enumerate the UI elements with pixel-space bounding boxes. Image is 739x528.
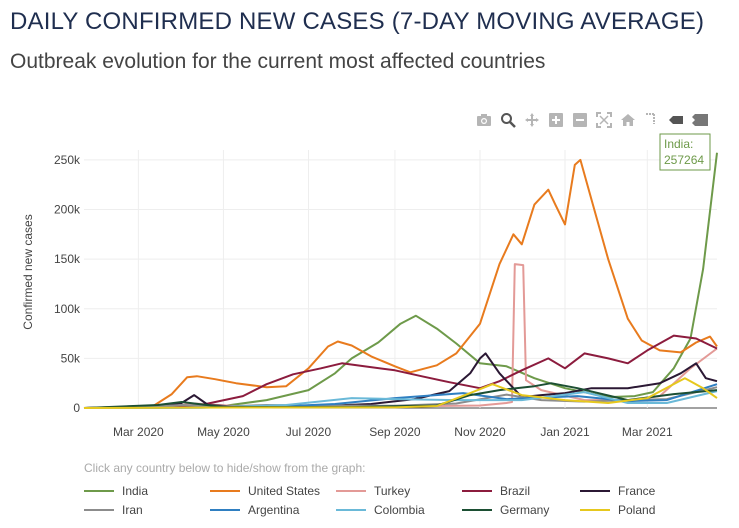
legend-swatch xyxy=(84,509,114,511)
home-icon[interactable] xyxy=(618,110,638,130)
legend-item-poland[interactable]: Poland xyxy=(580,501,655,519)
legend-label: Brazil xyxy=(500,484,531,498)
series-line-united-states[interactable] xyxy=(83,158,718,409)
legend-label: United States xyxy=(248,484,321,498)
chart-axes: 0 50k 100k 150k 200k 250k Mar 2020 May 2020 Jul … xyxy=(54,153,673,439)
legend-item-france[interactable]: France xyxy=(580,482,655,500)
chart-lines xyxy=(83,152,718,409)
series-line-india[interactable] xyxy=(83,152,718,409)
chart-legend: India United States Turkey Brazil France Iran… xyxy=(84,482,739,522)
legend-item-iran[interactable]: Iran xyxy=(84,501,143,519)
hover-label: India: 257264 xyxy=(659,133,711,171)
legend-hint: Click any country below to hide/show fro… xyxy=(84,461,366,475)
legend-swatch xyxy=(580,490,610,492)
camera-icon[interactable] xyxy=(474,110,494,130)
legend-label: Poland xyxy=(618,503,656,517)
legend-swatch xyxy=(210,509,240,511)
legend-swatch xyxy=(336,490,366,492)
x-tick-label: Sep 2020 xyxy=(369,425,421,439)
legend-item-brazil[interactable]: Brazil xyxy=(462,482,530,500)
legend-swatch xyxy=(580,509,610,511)
y-tick-label: 200k xyxy=(54,203,81,217)
series-line-germany[interactable] xyxy=(83,382,718,409)
y-tick-label: 50k xyxy=(61,351,81,365)
legend-item-india[interactable]: India xyxy=(84,482,148,500)
legend-item-united-states[interactable]: United States xyxy=(210,482,320,500)
y-axis-label: Confirmed new cases xyxy=(21,214,35,329)
legend-label: India xyxy=(122,484,149,498)
page-title: DAILY CONFIRMED NEW CASES (7-DAY MOVING … xyxy=(10,8,705,35)
legend-label: Germany xyxy=(500,503,550,517)
legend-item-argentina[interactable]: Argentina xyxy=(210,501,299,519)
hover-label-box xyxy=(659,133,711,171)
legend-label: Argentina xyxy=(248,503,300,517)
y-tick-label: 100k xyxy=(54,302,81,316)
x-tick-label: May 2020 xyxy=(197,425,250,439)
x-tick-label: Jul 2020 xyxy=(286,425,332,439)
y-tick-label: 150k xyxy=(54,252,81,266)
spike-lines-icon[interactable] xyxy=(642,110,662,130)
x-tick-label: Jan 2021 xyxy=(540,425,590,439)
x-tick-label: Mar 2021 xyxy=(622,425,673,439)
x-tick-label: Nov 2020 xyxy=(454,425,506,439)
series-line-brazil[interactable] xyxy=(83,334,718,409)
autoscale-icon[interactable] xyxy=(594,110,614,130)
chart-modebar xyxy=(474,110,714,130)
legend-swatch xyxy=(336,509,366,511)
y-tick-label: 0 xyxy=(73,401,80,415)
hover-closest-icon[interactable] xyxy=(666,110,686,130)
zoom-icon[interactable] xyxy=(498,110,518,130)
hover-country: India: xyxy=(664,137,693,151)
legend-swatch xyxy=(210,490,240,492)
legend-swatch xyxy=(462,490,492,492)
legend-item-germany[interactable]: Germany xyxy=(462,501,549,519)
x-tick-label: Mar 2020 xyxy=(113,425,164,439)
legend-label: Colombia xyxy=(374,503,425,517)
legend-swatch xyxy=(462,509,492,511)
legend-label: France xyxy=(618,484,656,498)
hover-compare-icon[interactable] xyxy=(690,110,710,130)
hover-value: 257264 xyxy=(664,153,704,167)
legend-swatch xyxy=(84,490,114,492)
legend-item-colombia[interactable]: Colombia xyxy=(336,501,425,519)
legend-label: Iran xyxy=(122,503,143,517)
series-line-poland[interactable] xyxy=(83,377,718,409)
series-line-france[interactable] xyxy=(83,352,718,409)
legend-label: Turkey xyxy=(374,484,411,498)
zoom-in-icon[interactable] xyxy=(546,110,566,130)
legend-item-turkey[interactable]: Turkey xyxy=(336,482,410,500)
page-subtitle: Outbreak evolution for the current most … xyxy=(10,50,546,73)
pan-icon[interactable] xyxy=(522,110,542,130)
y-tick-label: 250k xyxy=(54,153,81,167)
zoom-out-icon[interactable] xyxy=(570,110,590,130)
